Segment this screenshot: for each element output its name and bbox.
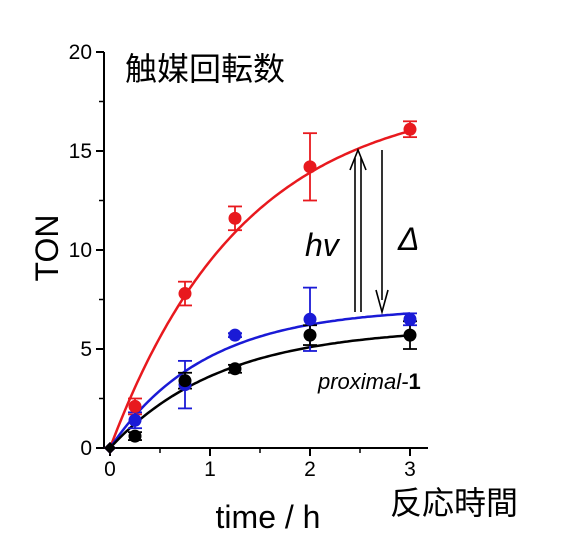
hv-label: hv xyxy=(305,227,341,263)
y-tick-label: 15 xyxy=(69,140,92,163)
x-tick-label: 2 xyxy=(304,458,316,481)
data-point xyxy=(403,328,417,342)
data-point xyxy=(228,328,242,342)
y-axis-label: TON xyxy=(29,215,65,282)
fit-curve xyxy=(108,312,411,449)
data-point xyxy=(303,160,317,174)
y-tick-label: 0 xyxy=(80,437,92,460)
axes: 0 5 10 15 20 0 1 2 3 xyxy=(69,41,428,481)
fit-curves xyxy=(108,129,411,449)
x-tick-label: 3 xyxy=(404,458,416,481)
data-point xyxy=(403,312,417,326)
data-point xyxy=(228,362,242,376)
data-point xyxy=(303,312,317,326)
fit-curve xyxy=(108,129,411,449)
annotations: hv Δ proximal-1 xyxy=(305,147,421,394)
x-axis-label: time / h xyxy=(216,499,321,535)
chart-title: 触媒回転数 xyxy=(125,50,285,88)
data-point xyxy=(128,429,142,443)
data-point xyxy=(128,399,142,413)
x-axis-label-jp: 反応時間 xyxy=(390,484,518,522)
data-point xyxy=(104,442,116,454)
thermal-arrow-down xyxy=(375,150,389,316)
data-points xyxy=(104,122,417,454)
data-point xyxy=(403,122,417,136)
compound-number: 1 xyxy=(408,369,420,394)
data-point xyxy=(178,287,192,301)
axis-labels: 触媒回転数 TON time / h 反応時間 xyxy=(29,50,518,535)
data-point xyxy=(228,211,242,225)
x-tick-label: 0 xyxy=(104,458,116,481)
y-tick-label: 10 xyxy=(69,239,92,262)
fit-curve xyxy=(109,334,411,449)
compound-label: proximal-1 xyxy=(317,369,421,394)
x-tick-label: 1 xyxy=(204,458,216,481)
y-tick-label: 5 xyxy=(80,338,92,361)
hv-arrow-up xyxy=(349,147,367,312)
y-tick-label: 20 xyxy=(69,41,92,64)
delta-label: Δ xyxy=(397,221,419,257)
data-point xyxy=(128,413,142,427)
compound-prefix: proximal- xyxy=(317,369,408,394)
data-point xyxy=(178,374,192,388)
data-point xyxy=(303,328,317,342)
